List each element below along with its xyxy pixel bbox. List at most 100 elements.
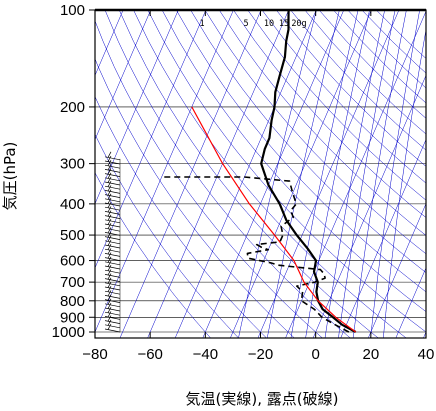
x-tick-label: −40 (193, 346, 218, 363)
profiles (161, 10, 357, 333)
wind-barb-flag (107, 223, 112, 229)
wind-barb (104, 290, 121, 295)
mixing-ratio-line (305, 10, 370, 338)
isotherm-line (95, 10, 151, 141)
wind-barb (104, 282, 121, 287)
wind-barb (104, 215, 121, 219)
wind-barb (104, 240, 121, 245)
mixing-ratio-label: 10 (264, 19, 274, 29)
x-tick-label: −60 (137, 346, 162, 363)
wind-barb-flag (107, 277, 112, 284)
wind-barb (104, 169, 121, 173)
wind-barbs (104, 151, 121, 333)
x-axis-title: 気温(実線), 露点(破線) (186, 390, 339, 408)
wind-barb-flag (107, 160, 112, 166)
wind-barb-flag (107, 185, 112, 192)
mixing-ratio-line (324, 10, 385, 338)
dry-adiabat-line (95, 96, 267, 338)
isotherm-line (174, 10, 317, 338)
wind-barb (104, 173, 121, 177)
wind-barb-flag (107, 235, 112, 242)
wind-barb-flag (107, 298, 112, 305)
wind-barb (104, 244, 121, 249)
wind-barb (104, 219, 121, 224)
wind-barb-flag (107, 248, 112, 255)
wind-barb-flag (107, 260, 112, 267)
x-tick-label: 40 (418, 346, 435, 363)
wind-barb (104, 211, 121, 215)
wind-barb (104, 194, 121, 198)
x-tick-label: −80 (82, 346, 107, 363)
wind-barb (104, 202, 121, 207)
y-tick-label: 100 (60, 2, 85, 19)
wind-barb-flag (107, 269, 112, 276)
wind-barb (104, 160, 121, 165)
wind-barb-flag (107, 181, 112, 187)
wind-barb-flag (107, 227, 112, 234)
parcel-line (191, 106, 357, 333)
wind-barb (104, 164, 121, 169)
wind-barb-flag (107, 218, 112, 225)
mixing-ratio-line (290, 10, 359, 338)
wind-barb-flag (107, 168, 112, 175)
guide-lines (95, 10, 426, 338)
wind-barb-flag (107, 265, 112, 271)
mixing-ratio-line (383, 28, 426, 338)
y-tick-label: 800 (60, 293, 85, 310)
isotherm-line (147, 10, 289, 338)
isotherm-line (230, 10, 372, 338)
mixing-ratio-label: 5 (243, 19, 248, 29)
wind-barb-flag (107, 151, 112, 158)
wind-barb-flag (107, 193, 112, 200)
dry-adiabat-line (147, 10, 426, 333)
mixing-ratio-line (238, 10, 317, 338)
wind-barb-flag (107, 189, 112, 196)
y-tick-label: 600 (60, 253, 85, 270)
wind-barb (104, 303, 121, 308)
isotherm-line (95, 10, 124, 77)
wind-barb (104, 311, 121, 316)
wind-barb (104, 265, 121, 270)
y-tick-label: 500 (60, 227, 85, 244)
wind-barb (104, 185, 121, 190)
dry-adiabat-line (290, 10, 426, 151)
wind-barb-flag (107, 244, 112, 250)
isotherm-line (95, 10, 234, 333)
mixing-ratio-label: 15 (279, 19, 289, 29)
dry-adiabat-line (118, 10, 379, 338)
x-tick-label: −20 (248, 346, 273, 363)
dry-adiabat-line (104, 10, 351, 338)
wind-barb-flag (107, 164, 112, 171)
y-tick-label: 400 (60, 196, 85, 213)
wind-barb-flag (107, 231, 112, 238)
wind-barb (104, 206, 121, 211)
wind-barb (104, 253, 121, 257)
y-tick-label: 900 (60, 309, 85, 326)
wind-barb-flag (107, 281, 112, 288)
wind-barb-flag (107, 202, 112, 208)
wind-barb (104, 232, 121, 236)
temperature-line (260, 10, 357, 333)
dry-adiabat-line (233, 10, 426, 218)
wind-barb-flag (107, 206, 112, 213)
dry-adiabat-line (95, 133, 239, 338)
wind-barb-flag (107, 286, 112, 292)
mixing-ratio-line (266, 10, 340, 338)
wind-barb (104, 223, 121, 228)
wind-barb-flag (107, 256, 112, 263)
wind-barb (104, 257, 121, 261)
wind-barb-flag (107, 319, 112, 326)
wind-barb (104, 286, 121, 291)
wind-barb (104, 316, 121, 320)
wind-barb-flag (107, 290, 112, 297)
wind-barb (104, 295, 121, 299)
wind-barb (104, 190, 121, 194)
wind-barb (104, 269, 121, 274)
isotherm-line (257, 10, 400, 338)
dry-adiabat-line (247, 10, 426, 201)
dry-adiabat-line (204, 10, 426, 255)
x-tick-label: 20 (362, 346, 379, 363)
dry-adiabat-line (190, 10, 426, 273)
